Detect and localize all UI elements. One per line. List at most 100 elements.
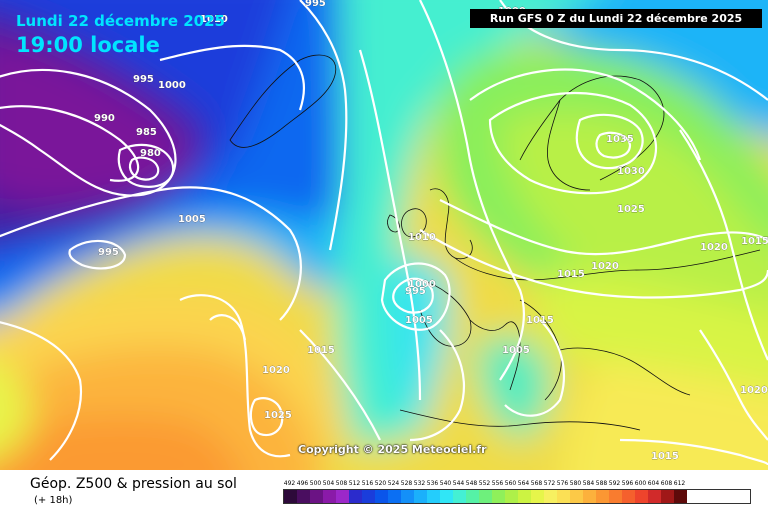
coastlines (229, 54, 761, 431)
isobar-label: 1025 (264, 410, 292, 421)
isobar-label: 1015 (307, 345, 335, 356)
legend-value: 576 (556, 480, 569, 487)
legend-swatch (349, 490, 362, 503)
legend-swatch (453, 490, 466, 503)
isobar-label: 1010 (408, 232, 436, 243)
lead-time: (+ 18h) (34, 495, 73, 506)
isobar-label: 1020 (700, 242, 728, 253)
isobar-label: 995 (405, 286, 426, 297)
forecast-local-time: 19:00 locale (16, 33, 160, 57)
legend-swatch (570, 490, 583, 503)
legend-value: 556 (491, 480, 504, 487)
legend-value: 592 (608, 480, 621, 487)
legend-value: 516 (361, 480, 374, 487)
isobar-label: 995 (305, 0, 326, 9)
isobar-label: 990 (94, 113, 115, 124)
legend-swatch (466, 490, 479, 503)
legend-swatch (622, 490, 635, 503)
isobar-label: 1015 (741, 236, 768, 247)
legend-swatch (336, 490, 349, 503)
isobar-label: 1015 (526, 315, 554, 326)
legend-swatch (518, 490, 531, 503)
legend-swatch (323, 490, 336, 503)
legend-labels: 492 496 500 504 508 512 516 520 524 528 532 536 540 5… (283, 479, 751, 489)
legend-swatch (596, 490, 609, 503)
legend-value: 496 (296, 480, 309, 487)
legend-swatches (283, 489, 751, 504)
legend-swatch (362, 490, 375, 503)
legend-value: 512 (348, 480, 361, 487)
legend-value: 532 (413, 480, 426, 487)
isobars (0, 0, 768, 465)
forecast-date: Lundi 22 décembre 2025 (16, 12, 225, 30)
legend-value: 584 (582, 480, 595, 487)
legend-value: 508 (335, 480, 348, 487)
legend-swatch (427, 490, 440, 503)
isobar-label: 1005 (502, 345, 530, 356)
legend-value: 552 (478, 480, 491, 487)
legend-swatch (583, 490, 596, 503)
legend-value: 564 (517, 480, 530, 487)
isobar-label: 1010 (200, 14, 228, 25)
legend-value: 540 (439, 480, 452, 487)
z500-field (0, 0, 768, 470)
legend-swatch (297, 490, 310, 503)
legend-swatch (440, 490, 453, 503)
isobar-label: 1005 (178, 214, 206, 225)
isobar-label: 1025 (617, 204, 645, 215)
legend-swatch (648, 490, 661, 503)
legend-swatch (674, 490, 687, 503)
legend-swatch (401, 490, 414, 503)
legend-value: 612 (673, 480, 686, 487)
legend-value: 580 (569, 480, 582, 487)
isobar-label: 1005 (405, 315, 433, 326)
map-footer: Géop. Z500 & pression au sol (+ 18h) 492… (0, 470, 768, 512)
legend-value: 500 (309, 480, 322, 487)
legend-value: 600 (634, 480, 647, 487)
legend-swatch (661, 490, 674, 503)
isobar-label: 980 (140, 148, 161, 159)
legend-value: 560 (504, 480, 517, 487)
isobar-label: 1015 (557, 269, 585, 280)
legend-value: 588 (595, 480, 608, 487)
legend-swatch (557, 490, 570, 503)
isobar-label: 1020 (740, 385, 768, 396)
legend-value: 572 (543, 480, 556, 487)
legend-value: 536 (426, 480, 439, 487)
isobar-label: 1000 (408, 279, 436, 290)
legend-value: 548 (465, 480, 478, 487)
legend-swatch (531, 490, 544, 503)
legend-value: 544 (452, 480, 465, 487)
isobar-label: 1020 (591, 261, 619, 272)
isobar-label: 1035 (606, 134, 634, 145)
legend-swatch (284, 490, 297, 503)
legend-swatch (544, 490, 557, 503)
legend-value: 520 (374, 480, 387, 487)
legend-swatch (479, 490, 492, 503)
legend-swatch (609, 490, 622, 503)
legend-value: 568 (530, 480, 543, 487)
legend-swatch (375, 490, 388, 503)
legend-value: 608 (660, 480, 673, 487)
copyright-notice: Copyright © 2025 Meteociel.fr (298, 443, 487, 456)
legend-value: 524 (387, 480, 400, 487)
legend-swatch (310, 490, 323, 503)
legend-value: 604 (647, 480, 660, 487)
isobar-label: 1000 (158, 80, 186, 91)
isobar-label: 995 (133, 74, 154, 85)
isobar-label: 1030 (617, 166, 645, 177)
legend-swatch (414, 490, 427, 503)
isobar-label: 985 (136, 127, 157, 138)
map-title: Géop. Z500 & pression au sol (30, 476, 237, 492)
legend-value: 504 (322, 480, 335, 487)
isobar-label: 995 (98, 247, 119, 258)
legend-value: 596 (621, 480, 634, 487)
legend-swatch (505, 490, 518, 503)
isobar-label: 1020 (262, 365, 290, 376)
legend-swatch (492, 490, 505, 503)
map-canvas: 995 1010 995 1000 990 985 980 1005 995 1… (0, 0, 768, 470)
legend-value: 528 (400, 480, 413, 487)
isobar-label: 1015 (651, 451, 679, 462)
model-run-info: Run GFS 0 Z du Lundi 22 décembre 2025 (470, 9, 762, 28)
